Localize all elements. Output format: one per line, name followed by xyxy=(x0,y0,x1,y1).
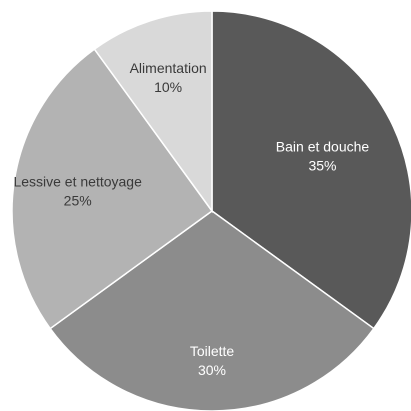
slice-percent-label: 25% xyxy=(64,193,92,209)
slice-label-group: Toilette 30% xyxy=(190,343,235,378)
slice-percent-label: 35% xyxy=(308,158,336,174)
pie-slice xyxy=(93,10,213,214)
slice-percent-label: 10% xyxy=(154,79,182,95)
slice-category-label: Lessive et nettoyage xyxy=(13,174,142,190)
slice-category-label: Toilette xyxy=(190,343,235,359)
slice-label-group: Bain et douche 35% xyxy=(276,139,370,174)
slice-label-group: Lessive et nettoyage 25% xyxy=(13,174,142,209)
slice-category-label: Alimentation xyxy=(130,60,207,76)
slice-percent-label: 30% xyxy=(198,362,226,378)
pie-slice xyxy=(211,10,411,330)
pie-slice xyxy=(11,48,214,330)
slice-category-label: Bain et douche xyxy=(276,139,370,155)
slice-label-group: Alimentation 10% xyxy=(130,60,207,95)
